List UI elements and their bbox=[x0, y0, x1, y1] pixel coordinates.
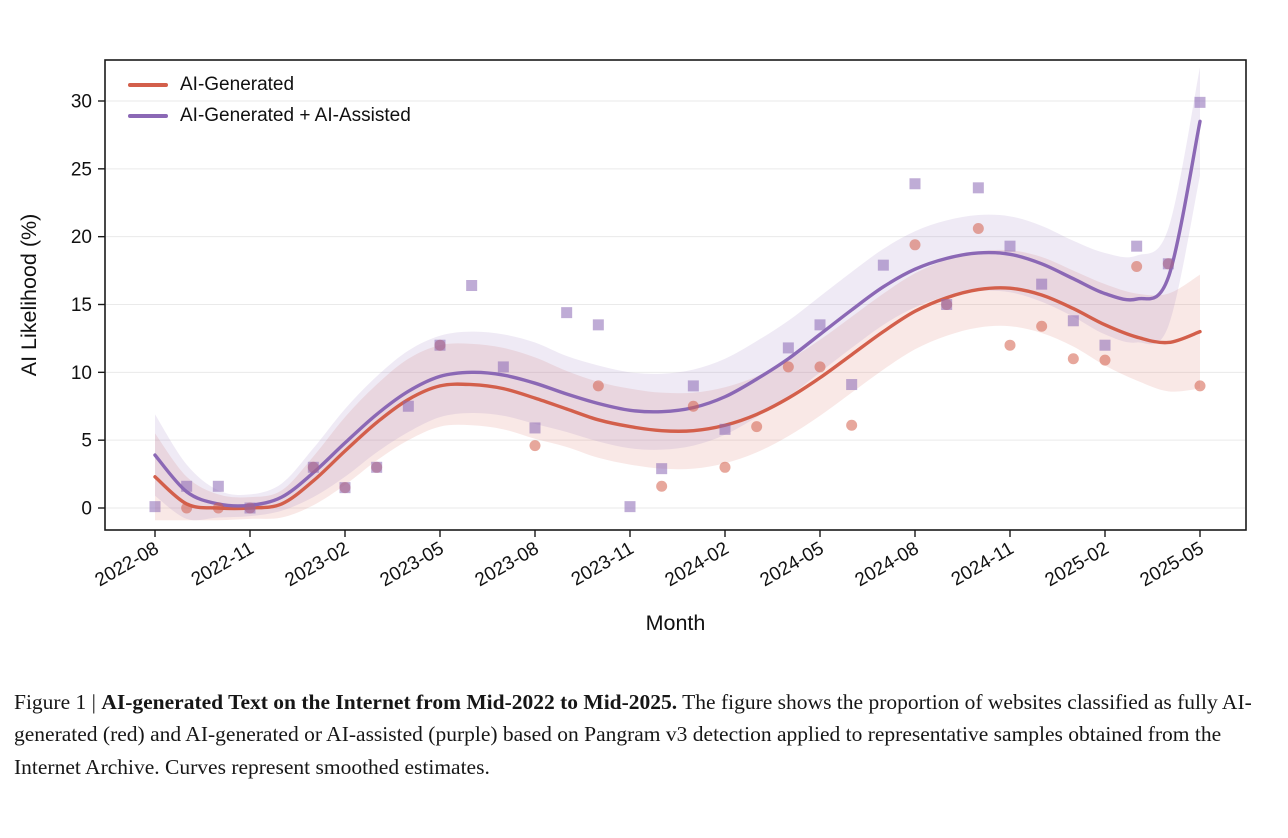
legend-swatch-ai-generated bbox=[128, 83, 168, 87]
data-point bbox=[751, 421, 763, 433]
legend-label-ai-generated-assisted: AI-Generated + AI-Assisted bbox=[180, 105, 411, 126]
data-point bbox=[1194, 380, 1206, 392]
legend-item-ai-generated: AI-Generated bbox=[128, 74, 411, 96]
data-point bbox=[561, 307, 573, 319]
data-point bbox=[624, 501, 636, 513]
data-point bbox=[687, 380, 699, 392]
data-point bbox=[782, 361, 794, 373]
data-point bbox=[782, 342, 794, 354]
x-tick-label: 2024-05 bbox=[757, 538, 828, 591]
data-point bbox=[1067, 353, 1079, 365]
data-point bbox=[1099, 354, 1111, 366]
data-point bbox=[1099, 339, 1111, 351]
data-point bbox=[1067, 315, 1079, 327]
data-point bbox=[466, 280, 478, 292]
data-point bbox=[909, 178, 921, 190]
data-point bbox=[529, 422, 541, 434]
caption-title: AI-generated Text on the Internet from M… bbox=[101, 690, 678, 714]
plot-area bbox=[149, 67, 1206, 521]
x-axis-label: Month bbox=[646, 611, 706, 635]
data-point bbox=[1036, 278, 1048, 290]
y-tick-label: 25 bbox=[71, 159, 92, 180]
y-tick-label: 0 bbox=[81, 499, 92, 520]
data-point bbox=[497, 361, 509, 373]
data-point bbox=[212, 480, 224, 492]
data-point bbox=[656, 480, 668, 492]
data-point bbox=[339, 482, 351, 494]
data-point bbox=[877, 259, 889, 271]
data-point bbox=[719, 423, 731, 435]
data-point bbox=[1131, 261, 1143, 273]
data-point bbox=[719, 461, 731, 473]
figure-caption: Figure 1 | AI-generated Text on the Inte… bbox=[14, 686, 1270, 783]
x-tick-label: 2023-08 bbox=[472, 538, 543, 591]
data-point bbox=[371, 461, 383, 473]
caption-body: The figure shows the proportion of websi… bbox=[14, 690, 1252, 779]
x-tick-label: 2025-02 bbox=[1042, 538, 1113, 591]
data-point bbox=[909, 239, 921, 251]
y-tick-label: 10 bbox=[71, 363, 92, 384]
legend-label-ai-generated: AI-Generated bbox=[180, 74, 295, 95]
data-point bbox=[1162, 258, 1174, 270]
scatter-ai-generated-assisted bbox=[149, 96, 1206, 514]
y-tick-label: 15 bbox=[71, 295, 92, 316]
data-point bbox=[656, 463, 668, 475]
x-tick-label: 2024-11 bbox=[948, 538, 1018, 590]
x-tick-label: 2023-05 bbox=[377, 538, 448, 591]
data-point bbox=[846, 419, 858, 431]
plot-border bbox=[104, 59, 1247, 531]
data-point bbox=[1194, 96, 1206, 108]
y-axis-label: AI Likelihood (%) bbox=[17, 214, 41, 377]
x-tick-label: 2024-02 bbox=[662, 538, 733, 591]
data-point bbox=[149, 501, 161, 513]
data-point bbox=[402, 400, 414, 412]
chart-svg: 0 5 10 15 20 25 30 2022-08 2022-11 2023-02 2023-05… bbox=[17, 59, 1247, 636]
data-point bbox=[687, 400, 699, 412]
x-tick-label: 2023-02 bbox=[282, 538, 353, 591]
data-point bbox=[181, 502, 193, 514]
data-point bbox=[1004, 240, 1016, 252]
trend-line-ai-generated bbox=[153, 286, 1202, 511]
data-point bbox=[972, 182, 984, 194]
figure-1: 0 5 10 15 20 25 30 2022-08 2022-11 2023-02 2023-05… bbox=[17, 59, 1247, 636]
data-point bbox=[529, 440, 541, 452]
data-point bbox=[1036, 320, 1048, 332]
y-tick-label: 5 bbox=[81, 431, 92, 452]
y-tick-label: 30 bbox=[71, 92, 92, 113]
x-tick-label: 2022-11 bbox=[188, 538, 258, 590]
legend-item-ai-generated-assisted: AI-Generated + AI-Assisted bbox=[128, 105, 411, 127]
data-point bbox=[846, 379, 858, 391]
data-point bbox=[181, 480, 193, 492]
data-point bbox=[941, 299, 953, 310]
x-tick-label: 2024-08 bbox=[852, 538, 923, 591]
data-point bbox=[1004, 339, 1016, 351]
y-tick-label: 20 bbox=[71, 227, 92, 248]
data-point bbox=[1131, 240, 1143, 252]
data-point bbox=[814, 319, 826, 331]
x-tick-label: 2023-11 bbox=[568, 538, 638, 590]
data-point bbox=[814, 361, 826, 373]
confidence-band-ai-generated-assisted bbox=[155, 67, 1200, 521]
axes: 0 5 10 15 20 25 30 2022-08 2022-11 2023-02 2023-05… bbox=[17, 92, 1208, 636]
legend-swatch-ai-generated-assisted bbox=[128, 114, 168, 118]
x-tick-label: 2025-05 bbox=[1137, 538, 1208, 591]
data-point bbox=[212, 502, 224, 514]
trend-line-ai-generated-assisted bbox=[153, 119, 1202, 508]
data-point bbox=[592, 380, 604, 392]
data-point bbox=[592, 319, 604, 331]
legend: AI-Generated AI-Generated + AI-Assisted bbox=[128, 74, 411, 127]
data-point bbox=[244, 502, 256, 514]
grid-lines bbox=[106, 100, 1245, 509]
x-tick-label: 2022-08 bbox=[92, 538, 163, 591]
data-point bbox=[434, 339, 446, 351]
confidence-band-ai-generated bbox=[155, 249, 1200, 521]
data-point bbox=[307, 461, 319, 473]
caption-prefix: Figure 1 | bbox=[14, 690, 102, 714]
data-point bbox=[972, 223, 984, 235]
